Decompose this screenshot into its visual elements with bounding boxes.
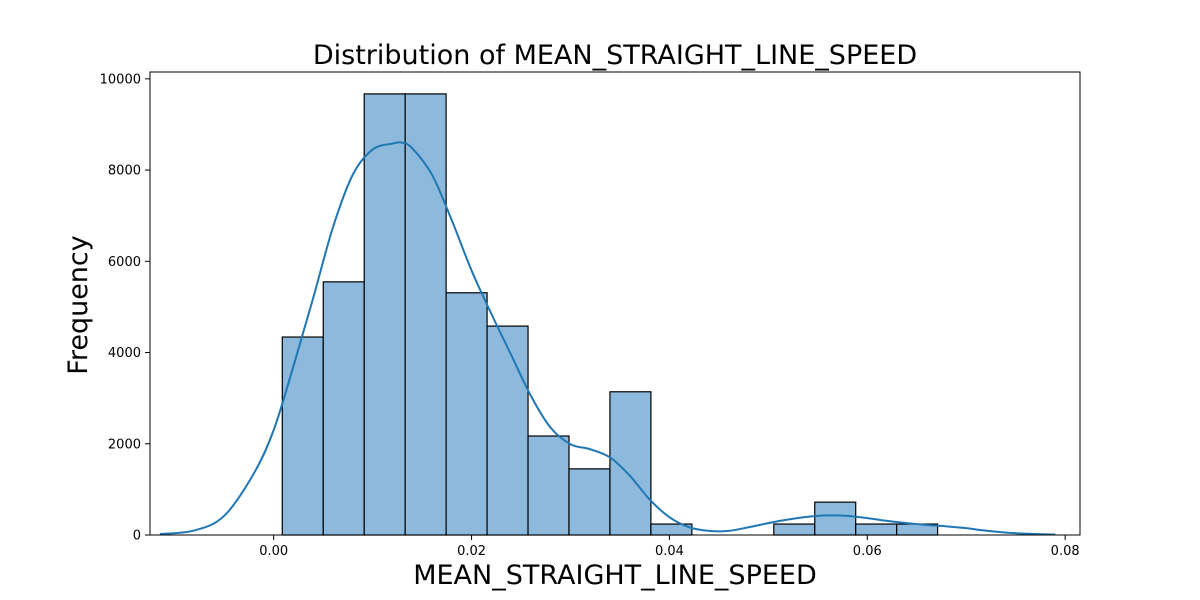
histogram-bar [568,468,611,536]
y-tick-label: 6000 [108,255,141,270]
histogram-bar [322,281,365,536]
x-tick-label: 0.02 [457,544,486,559]
y-tick-label: 0 [133,529,141,544]
x-tick-label: 0.06 [853,544,882,559]
x-tick-label: 0.04 [655,544,684,559]
histogram-bar [363,93,406,536]
y-tick-label: 10000 [100,72,141,87]
chart-title: Distribution of MEAN_STRAIGHT_LINE_SPEED [313,40,917,71]
histogram-bar [814,501,857,536]
histogram-bars [281,93,939,536]
histogram-bar [404,93,447,536]
histogram-bar [281,336,324,536]
y-tick-label: 2000 [108,437,141,452]
y-tick-label: 8000 [108,164,141,179]
y-axis-label: Frequency [63,235,94,375]
x-axis-label: MEAN_STRAIGHT_LINE_SPEED [413,560,817,591]
histogram-bar [527,435,570,536]
x-tick-label: 0.00 [259,544,288,559]
plot-frame [149,71,1081,536]
y-axis-ticks: 0 2000 4000 6000 8000 10000 [100,72,150,544]
histogram-bar [486,325,529,536]
histogram-bar [445,292,488,536]
histogram-bar [855,523,898,536]
x-axis-ticks: 0.00 0.02 0.04 0.06 0.08 [259,535,1080,559]
y-tick-label: 4000 [108,346,141,361]
kde-curve [159,141,1056,536]
x-tick-label: 0.08 [1051,544,1080,559]
histogram-bar [773,523,816,536]
